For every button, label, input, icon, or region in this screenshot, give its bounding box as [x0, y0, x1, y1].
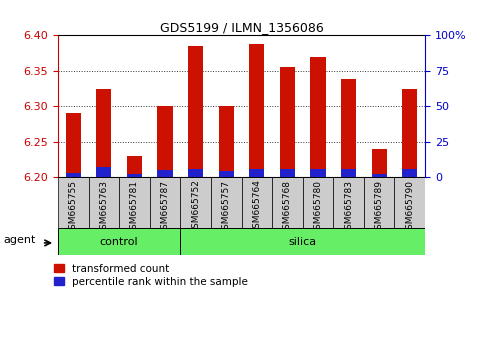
Bar — [157, 106, 173, 177]
Text: GSM665764: GSM665764 — [252, 179, 261, 234]
Text: GSM665787: GSM665787 — [160, 179, 170, 235]
Bar — [280, 67, 295, 177]
Bar — [311, 169, 326, 177]
Text: GSM665781: GSM665781 — [130, 179, 139, 235]
Bar — [371, 149, 387, 177]
Bar — [88, 177, 119, 228]
Bar — [333, 177, 364, 228]
Title: GDS5199 / ILMN_1356086: GDS5199 / ILMN_1356086 — [159, 21, 324, 34]
Bar — [58, 228, 180, 255]
Bar — [96, 88, 112, 177]
Bar — [402, 169, 417, 177]
Bar — [395, 177, 425, 228]
Bar — [127, 174, 142, 177]
Text: GSM665780: GSM665780 — [313, 179, 323, 235]
Text: control: control — [100, 236, 139, 247]
Bar — [364, 177, 395, 228]
Bar — [127, 156, 142, 177]
Bar — [180, 177, 211, 228]
Text: GSM665757: GSM665757 — [222, 179, 231, 235]
Text: GSM665768: GSM665768 — [283, 179, 292, 235]
Text: GSM665783: GSM665783 — [344, 179, 353, 235]
Bar — [249, 169, 265, 177]
Bar — [150, 177, 180, 228]
Bar — [249, 44, 265, 177]
Text: GSM665752: GSM665752 — [191, 179, 200, 234]
Bar — [219, 171, 234, 177]
Text: GSM665790: GSM665790 — [405, 179, 414, 235]
Bar — [272, 177, 303, 228]
Bar — [371, 174, 387, 177]
Bar — [311, 57, 326, 177]
Bar — [180, 228, 425, 255]
Bar — [66, 173, 81, 177]
Bar — [211, 177, 242, 228]
Bar — [188, 46, 203, 177]
Text: GSM665789: GSM665789 — [375, 179, 384, 235]
Bar — [66, 113, 81, 177]
Bar — [303, 177, 333, 228]
Bar — [402, 88, 417, 177]
Bar — [157, 170, 173, 177]
Bar — [242, 177, 272, 228]
Text: agent: agent — [3, 235, 35, 245]
Bar — [341, 79, 356, 177]
Text: silica: silica — [289, 236, 317, 247]
Bar — [96, 167, 112, 177]
Legend: transformed count, percentile rank within the sample: transformed count, percentile rank withi… — [54, 264, 248, 287]
Bar — [341, 169, 356, 177]
Text: GSM665763: GSM665763 — [99, 179, 108, 235]
Text: GSM665755: GSM665755 — [69, 179, 78, 235]
Bar — [119, 177, 150, 228]
Bar — [280, 169, 295, 177]
Bar — [58, 177, 88, 228]
Bar — [188, 169, 203, 177]
Bar — [219, 106, 234, 177]
